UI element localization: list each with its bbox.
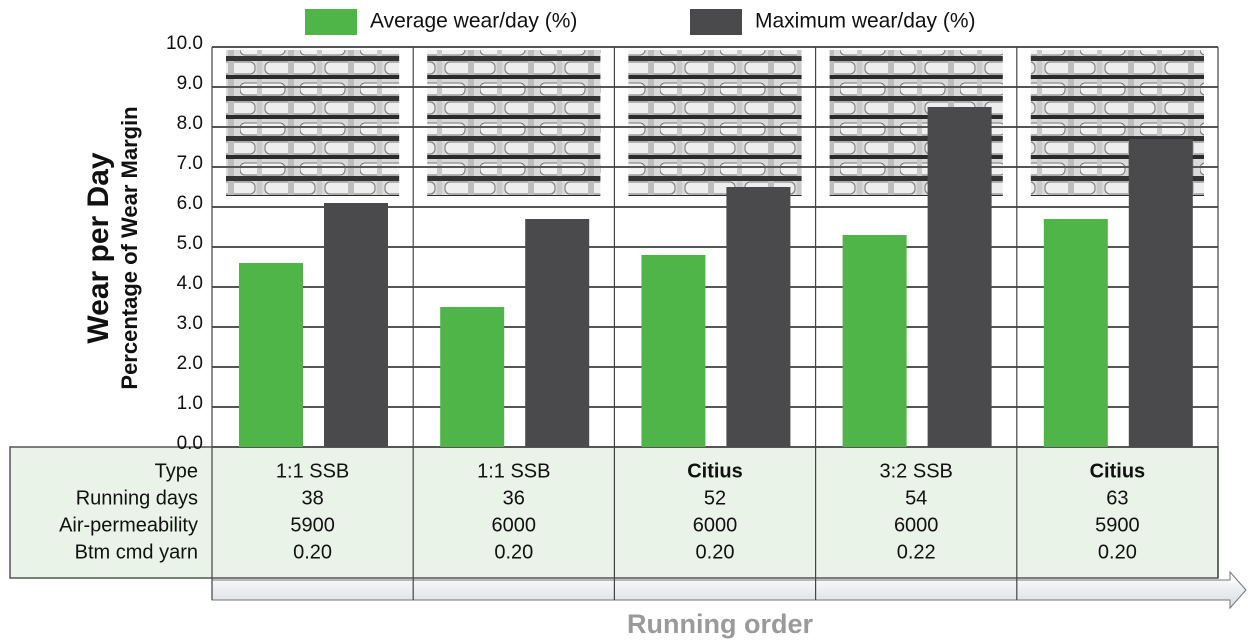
table-cell: 36 (503, 487, 525, 509)
y-tick-label: 6.0 (177, 193, 203, 214)
legend-label: Maximum wear/day (%) (755, 10, 976, 33)
table-cell: 6000 (894, 514, 939, 536)
bar (525, 219, 590, 447)
table-cell: 6000 (492, 514, 537, 536)
row-label: Running days (76, 487, 198, 509)
table-cell: 54 (905, 487, 927, 509)
bar (324, 203, 388, 447)
table-cell: 38 (301, 487, 323, 509)
bar (641, 255, 706, 447)
table-cell: 3:2 SSB (880, 460, 953, 482)
y-tick-label: 2.0 (177, 353, 203, 374)
table-cell: 1:1 SSB (276, 460, 349, 482)
fabric-image (628, 50, 802, 196)
table-cell: 5900 (290, 514, 335, 536)
table-cell: 0.20 (1098, 541, 1137, 563)
table-cell: 0.20 (293, 541, 332, 563)
y-tick-label: 0.0 (177, 433, 203, 454)
running-order-arrow (211, 570, 1247, 610)
table-cell: 63 (1106, 487, 1128, 509)
bar (1043, 219, 1108, 447)
legend-swatch (305, 9, 357, 35)
table-cell: 0.20 (696, 541, 735, 563)
table-cell: Citius (1090, 460, 1146, 482)
fabric-image (226, 50, 400, 196)
y-axis-sublabel: Percentage of Wear Margin (117, 106, 142, 389)
table-cell: 0.20 (494, 541, 533, 563)
y-tick-label: 8.0 (177, 113, 203, 134)
table-cell: 0.22 (897, 541, 936, 563)
bar (440, 307, 505, 447)
y-tick-label: 7.0 (177, 153, 203, 174)
y-axis-label: Wear per Day (82, 152, 115, 344)
y-tick-label: 10.0 (166, 33, 203, 54)
legend-swatch (690, 9, 742, 35)
bar (239, 263, 303, 447)
y-tick-label: 5.0 (177, 233, 203, 254)
table-cell: Citius (687, 460, 743, 482)
y-tick-label: 9.0 (177, 73, 203, 94)
bar (726, 187, 791, 447)
table-cell: 1:1 SSB (477, 460, 550, 482)
bar (842, 235, 907, 447)
row-label: Type (155, 460, 198, 482)
bar (927, 107, 992, 447)
y-tick-label: 3.0 (177, 313, 203, 334)
table-cell: 52 (704, 487, 726, 509)
y-tick-label: 1.0 (177, 393, 203, 414)
row-label: Air-permeability (59, 514, 198, 536)
x-axis-label: Running order (627, 609, 813, 639)
fabric-image (427, 50, 601, 196)
table-cell: 6000 (693, 514, 738, 536)
legend-label: Average wear/day (%) (370, 10, 577, 33)
row-label: Btm cmd yarn (75, 541, 198, 563)
table-cell: 5900 (1095, 514, 1140, 536)
y-tick-label: 4.0 (177, 273, 203, 294)
bar (1128, 139, 1193, 447)
